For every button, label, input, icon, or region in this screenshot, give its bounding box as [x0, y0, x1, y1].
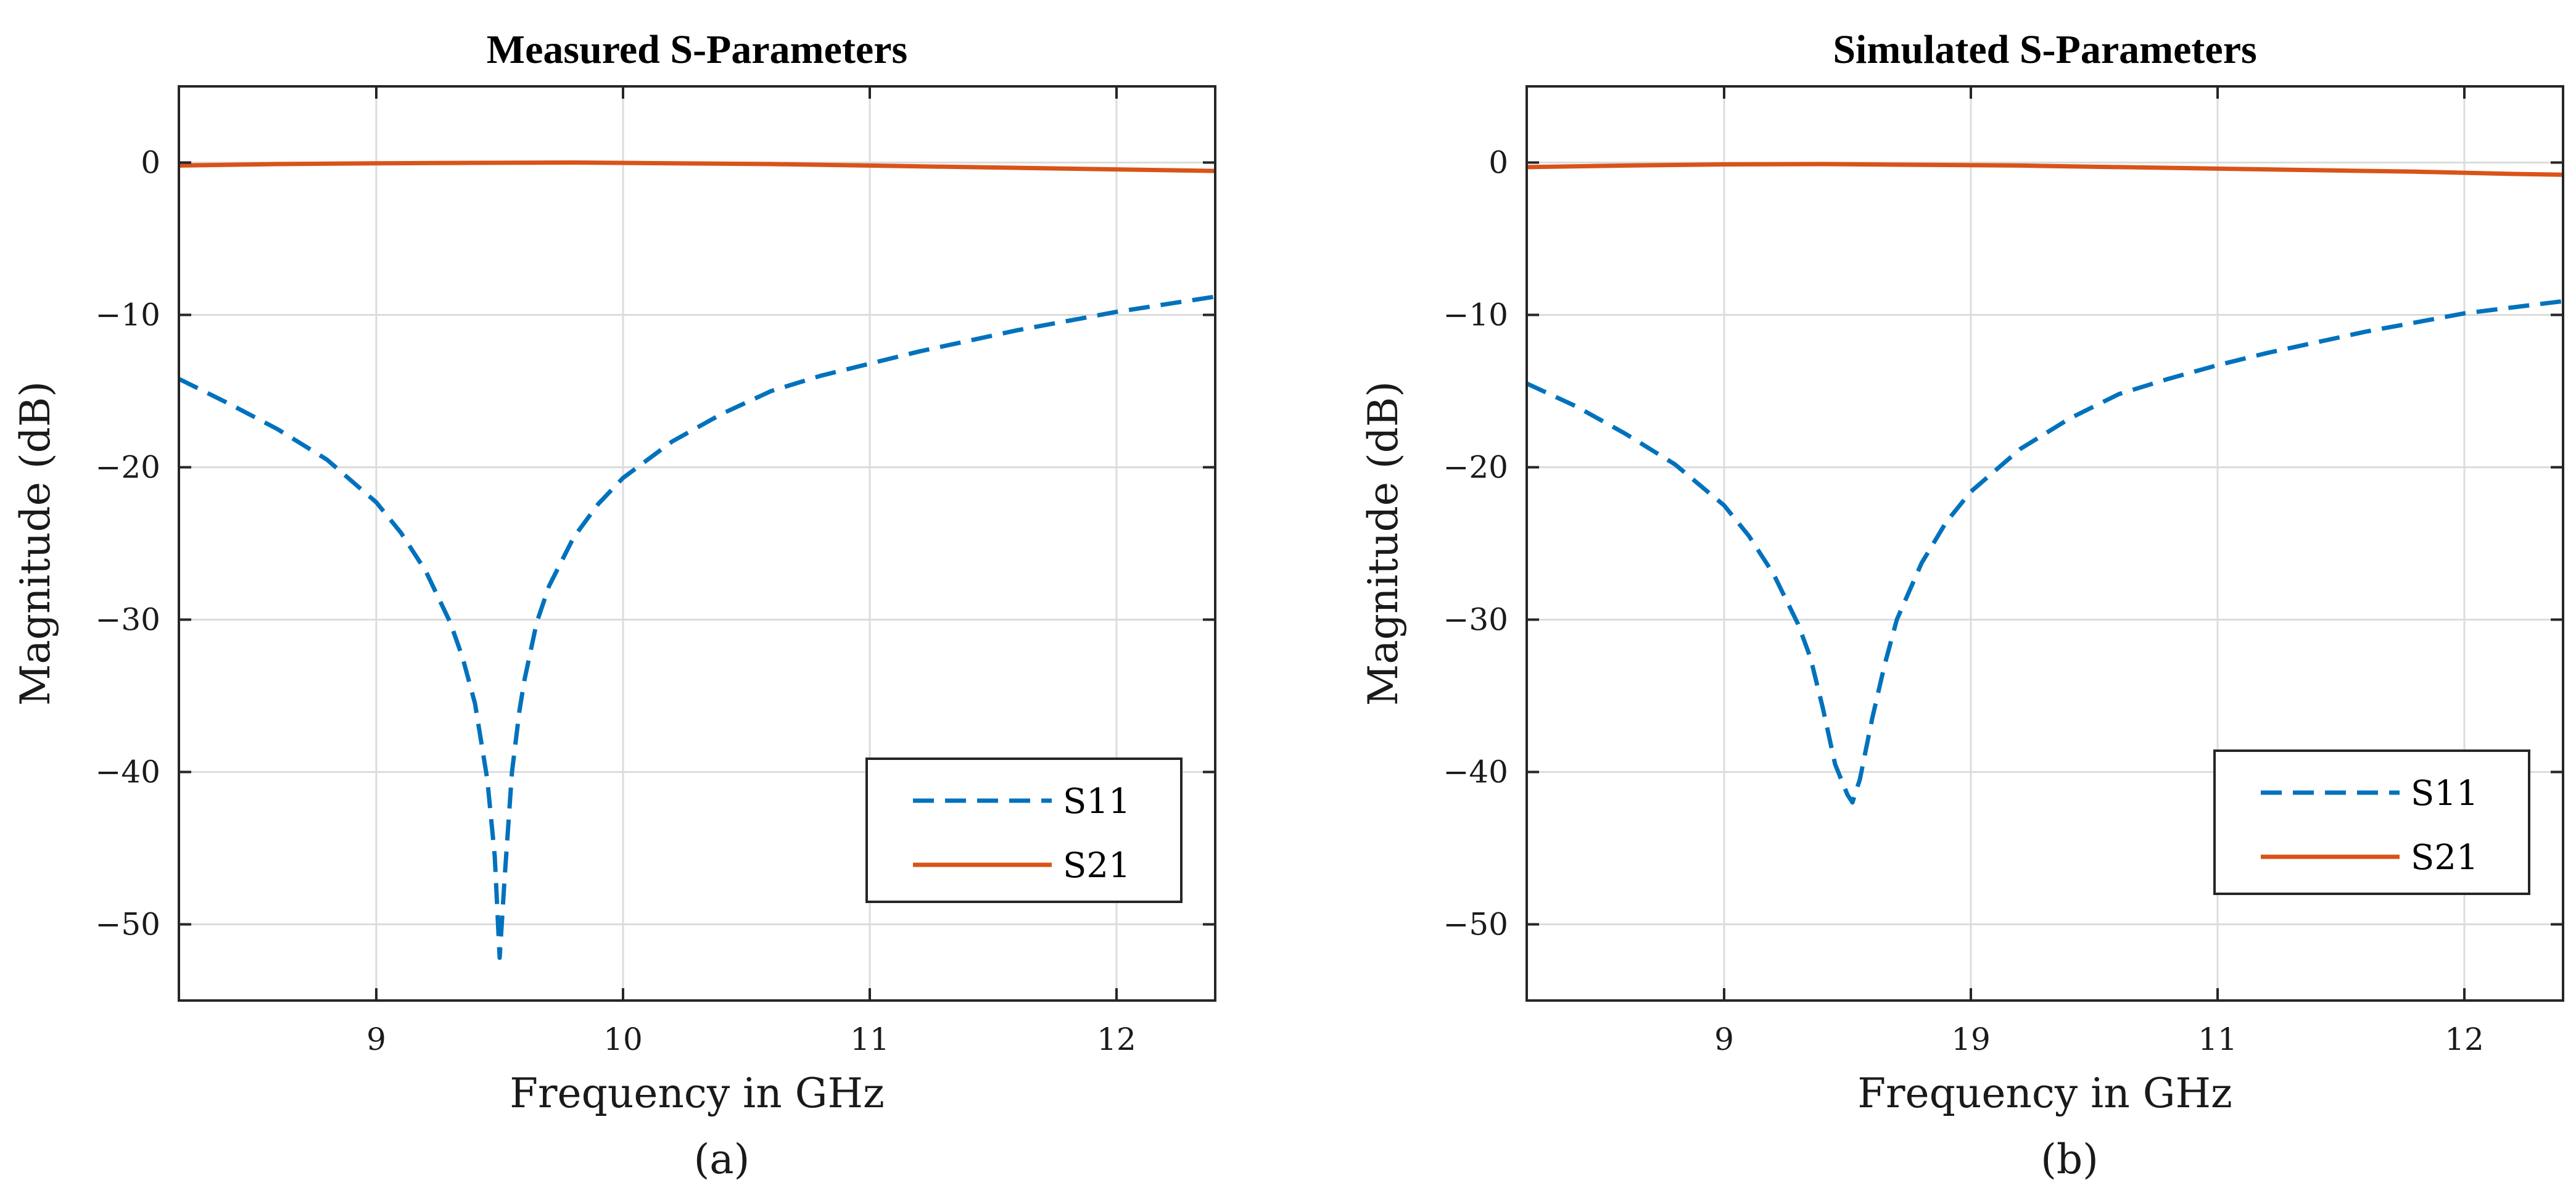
series-line-s11	[1525, 299, 2564, 805]
y-tick-label: −50	[1443, 907, 1508, 943]
x-tick-label: 11	[850, 1021, 890, 1057]
y-axis-label: Magnitude (dB)	[12, 381, 59, 706]
y-tick-label: −20	[1443, 450, 1508, 485]
x-tick-label: 12	[1097, 1021, 1136, 1057]
y-tick-label: −10	[95, 297, 160, 333]
x-tick-label: 9	[1714, 1021, 1734, 1057]
legend: S11 S21	[865, 757, 1183, 903]
legend-box	[2213, 749, 2530, 895]
y-tick-label: −30	[95, 602, 160, 638]
chart-panel-measured: 9 10 11 12 0 −10 −20 −30 −40 −50 Measured S-Parame…	[12, 27, 1216, 1183]
legend-label-s11: S11	[1063, 782, 1131, 822]
y-tick-label: −50	[95, 907, 160, 943]
x-tick-label: 11	[2198, 1021, 2237, 1057]
y-tick-label: 0	[141, 145, 160, 181]
y-tick-label: 0	[1488, 145, 1508, 181]
legend-box	[865, 757, 1183, 903]
axes-box	[1525, 85, 2564, 1002]
series-line-s21	[1526, 162, 2564, 177]
chart-title: Measured S-Parameters	[487, 27, 907, 72]
panel-label: (b)	[2041, 1136, 2099, 1183]
chart-title: Simulated S-Parameters	[1833, 27, 2256, 72]
legend-label-s21: S21	[2411, 838, 2479, 878]
y-tick-label: −40	[1443, 754, 1508, 790]
legend: S11 S21	[2213, 749, 2530, 895]
y-tick-label: −40	[95, 754, 160, 790]
x-tick-label: 10	[603, 1021, 643, 1057]
y-tick-label: −10	[1443, 297, 1508, 333]
series-line-s11	[178, 294, 1216, 960]
chart-panel-simulated: 9 19 11 12 0 −10 −20 −30 −40 −50 Simulated S-Param…	[1360, 27, 2564, 1183]
x-tick-label: 12	[2445, 1021, 2484, 1057]
y-axis-label: Magnitude (dB)	[1360, 381, 1407, 706]
y-tick-label: −30	[1443, 602, 1508, 638]
legend-label-s11: S11	[2411, 774, 2479, 814]
x-axis-label: Frequency in GHz	[1857, 1070, 2232, 1117]
x-tick-label: 9	[366, 1021, 386, 1057]
x-tick-label: 19	[1951, 1021, 1991, 1057]
y-tick-label: −20	[95, 450, 160, 485]
panel-label: (a)	[694, 1136, 750, 1183]
axes-box	[178, 85, 1216, 1002]
legend-label-s21: S21	[1063, 846, 1131, 886]
x-axis-label: Frequency in GHz	[510, 1070, 885, 1117]
series-line-s21	[178, 160, 1216, 173]
